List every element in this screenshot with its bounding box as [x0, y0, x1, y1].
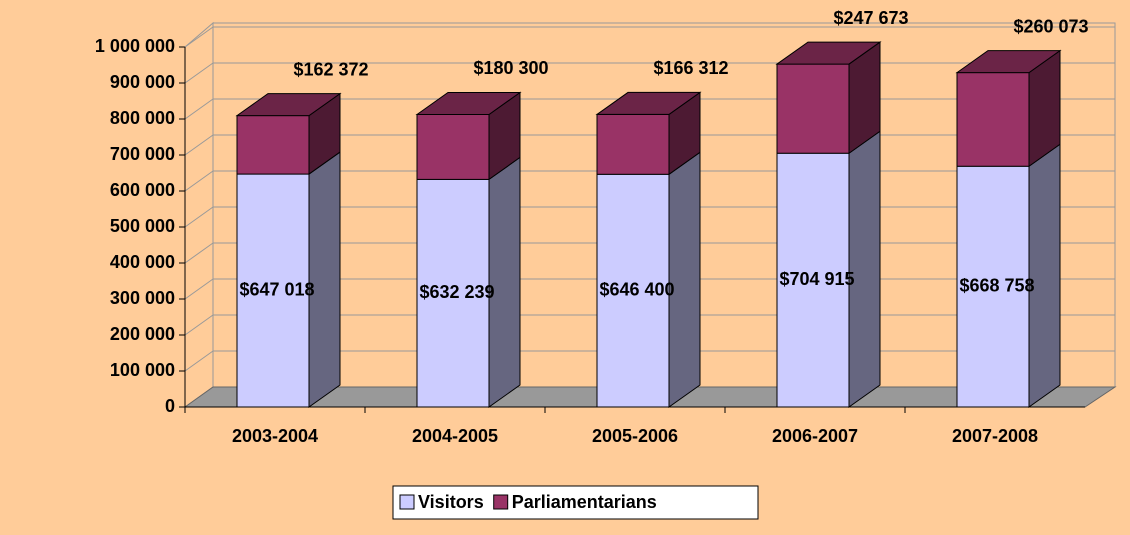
bar-top	[235, 93, 342, 117]
grid-line	[184, 26, 214, 48]
x-tick-label: 2004-2005	[412, 426, 498, 446]
value-label: $646 400	[599, 279, 674, 299]
x-tick-label: 2007-2008	[952, 426, 1038, 446]
y-tick-label: 200 000	[110, 324, 175, 344]
grid-line	[184, 314, 214, 336]
bar-front	[956, 165, 1030, 408]
bar-top	[415, 91, 522, 115]
y-tick-label: 300 000	[110, 288, 175, 308]
grid-line	[184, 206, 214, 228]
grid-line	[184, 170, 214, 192]
y-tick-label: 600 000	[110, 180, 175, 200]
legend-swatch	[493, 494, 509, 510]
bar-top	[955, 50, 1062, 74]
value-label: $180 300	[473, 58, 548, 78]
bar-front	[776, 63, 850, 154]
legend-box	[392, 485, 759, 520]
bar-front	[416, 178, 490, 408]
value-label: $162 372	[293, 59, 368, 79]
y-tick-label: 1 000 000	[95, 36, 175, 56]
y-tick-label: 900 000	[110, 72, 175, 92]
value-label: $166 312	[653, 58, 728, 78]
grid-line	[184, 350, 214, 372]
legend: Visitors Parliamentarians	[392, 485, 759, 520]
grid-line	[184, 134, 214, 156]
y-tick-label: 800 000	[110, 108, 175, 128]
legend-label: Parliamentarians	[512, 492, 657, 512]
y-tick-label: 700 000	[110, 144, 175, 164]
value-label: $247 673	[833, 8, 908, 28]
bar-front	[596, 113, 670, 175]
x-tick-label: 2005-2006	[592, 426, 678, 446]
x-tick-label: 2003-2004	[232, 426, 318, 446]
bar-top	[595, 91, 702, 115]
legend-label: Visitors	[418, 492, 484, 512]
y-tick-label: 500 000	[110, 216, 175, 236]
bar-front	[416, 113, 490, 180]
bar-front	[956, 72, 1030, 167]
grid-line	[184, 242, 214, 264]
value-label: $704 915	[779, 269, 854, 289]
bar-front	[236, 173, 310, 408]
bar-top	[775, 41, 882, 65]
value-label: $260 073	[1013, 16, 1088, 36]
value-label: $647 018	[239, 279, 314, 299]
y-tick-label: 400 000	[110, 252, 175, 272]
bar-front	[776, 152, 850, 408]
grid-line	[184, 278, 214, 300]
grid-line	[184, 98, 214, 120]
y-tick-label: 0	[165, 396, 175, 416]
value-label: $632 239	[419, 282, 494, 302]
legend-swatch	[399, 494, 415, 510]
value-label: $668 758	[959, 275, 1034, 295]
grid-line	[184, 62, 214, 84]
y-tick-label: 100 000	[110, 360, 175, 380]
x-tick-label: 2006-2007	[772, 426, 858, 446]
bar-front	[236, 115, 310, 175]
bar-front	[596, 173, 670, 408]
